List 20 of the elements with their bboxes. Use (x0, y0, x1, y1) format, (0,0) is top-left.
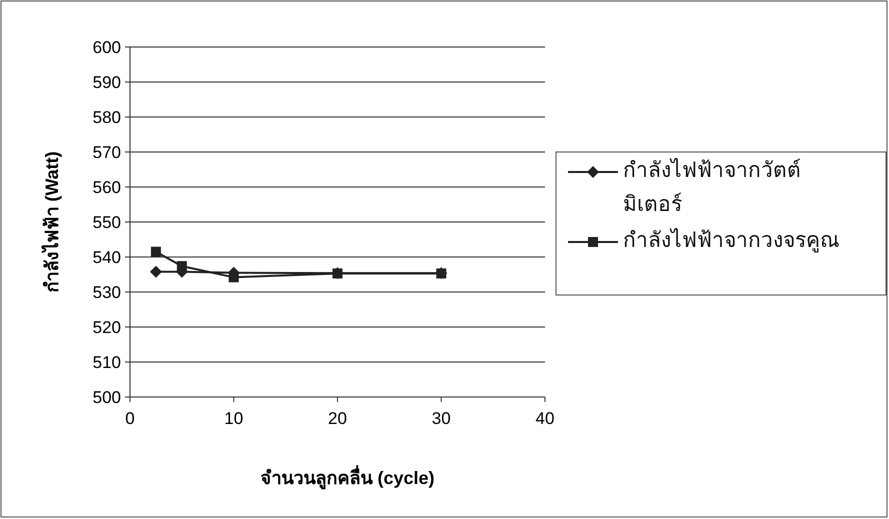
x-tick-label: 20 (328, 409, 347, 428)
y-tick-label: 590 (92, 73, 121, 92)
y-tick-label: 510 (92, 353, 121, 372)
x-tick-label: 30 (432, 409, 451, 428)
y-tick-label: 500 (92, 388, 121, 407)
y-tick-label: 600 (92, 38, 121, 57)
y-tick-label: 530 (92, 283, 121, 302)
x-tick-label: 40 (536, 409, 554, 428)
x-axis-title: จำนวนลูกคลื่น (cycle) (260, 465, 435, 490)
legend-label: กำลังไฟฟ้าจากวัตต์มิเตอร์ (623, 157, 802, 218)
y-tick-label: 540 (92, 248, 121, 267)
x-tick-label: 0 (125, 409, 135, 428)
y-axis-title: กำลังไฟฟ้า (Watt) (41, 151, 62, 293)
y-tick-label: 580 (92, 108, 121, 127)
x-tick-label: 10 (224, 409, 244, 428)
y-tick-label: 570 (92, 143, 121, 162)
y-tick-label: 550 (92, 213, 121, 232)
y-tick-label: 560 (92, 178, 121, 197)
y-tick-label: 520 (92, 318, 121, 337)
legend-label: กำลังไฟฟ้าจากวงจรคูณ (623, 227, 840, 254)
